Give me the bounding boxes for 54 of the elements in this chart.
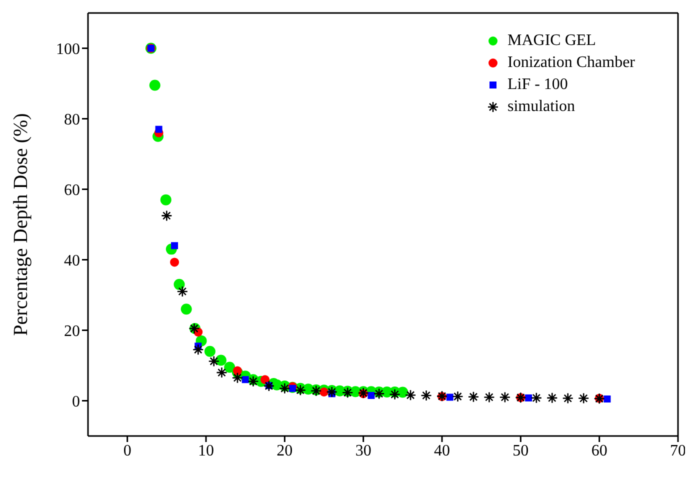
point bbox=[260, 375, 270, 384]
point bbox=[232, 366, 242, 376]
legend-label: simulation bbox=[507, 97, 576, 117]
point bbox=[161, 210, 172, 222]
point bbox=[170, 258, 180, 267]
point bbox=[562, 392, 574, 404]
point bbox=[174, 278, 185, 290]
point bbox=[404, 389, 416, 401]
y-tick-label: 60 bbox=[64, 182, 80, 199]
point bbox=[176, 286, 188, 298]
point bbox=[420, 390, 432, 402]
point bbox=[484, 392, 495, 403]
y-tick-label: 40 bbox=[64, 252, 80, 270]
point bbox=[224, 362, 236, 373]
point bbox=[180, 304, 192, 315]
point bbox=[389, 388, 400, 400]
point bbox=[279, 382, 290, 394]
point bbox=[546, 392, 558, 404]
point bbox=[160, 194, 172, 206]
y-tick-label: 20 bbox=[64, 322, 80, 340]
point bbox=[149, 80, 160, 91]
y-axis-title: Percentage Depth Dose (%) bbox=[10, 113, 32, 336]
point bbox=[499, 392, 511, 403]
point bbox=[397, 386, 408, 398]
y-tick-label: 80 bbox=[64, 111, 80, 128]
point bbox=[525, 394, 532, 402]
x-tick-label: 30 bbox=[355, 442, 372, 460]
point bbox=[530, 392, 542, 404]
x-tick-label: 20 bbox=[276, 442, 293, 460]
x-tick-label: 40 bbox=[434, 442, 450, 460]
point bbox=[216, 366, 228, 378]
legend-label: MAGIC GEL bbox=[507, 31, 596, 51]
point bbox=[232, 372, 244, 384]
point bbox=[155, 126, 162, 133]
point bbox=[446, 394, 454, 401]
legend-label: Ionization Chamber bbox=[507, 53, 635, 73]
x-tick-label: 0 bbox=[123, 442, 132, 460]
point bbox=[208, 356, 220, 367]
point bbox=[204, 346, 216, 357]
point bbox=[604, 395, 611, 402]
point bbox=[263, 380, 275, 392]
point bbox=[192, 344, 204, 356]
point bbox=[320, 387, 328, 396]
y-tick-label: 100 bbox=[56, 40, 80, 58]
point bbox=[368, 392, 375, 399]
point bbox=[578, 392, 590, 404]
point bbox=[468, 391, 480, 403]
y-tick-label: 0 bbox=[72, 393, 80, 410]
x-tick-label: 50 bbox=[512, 442, 529, 460]
point bbox=[242, 376, 249, 384]
x-tick-label: 60 bbox=[591, 442, 608, 460]
legend-label: LiF - 100 bbox=[507, 75, 568, 95]
point bbox=[452, 390, 464, 402]
x-tick-label: 10 bbox=[198, 442, 214, 460]
